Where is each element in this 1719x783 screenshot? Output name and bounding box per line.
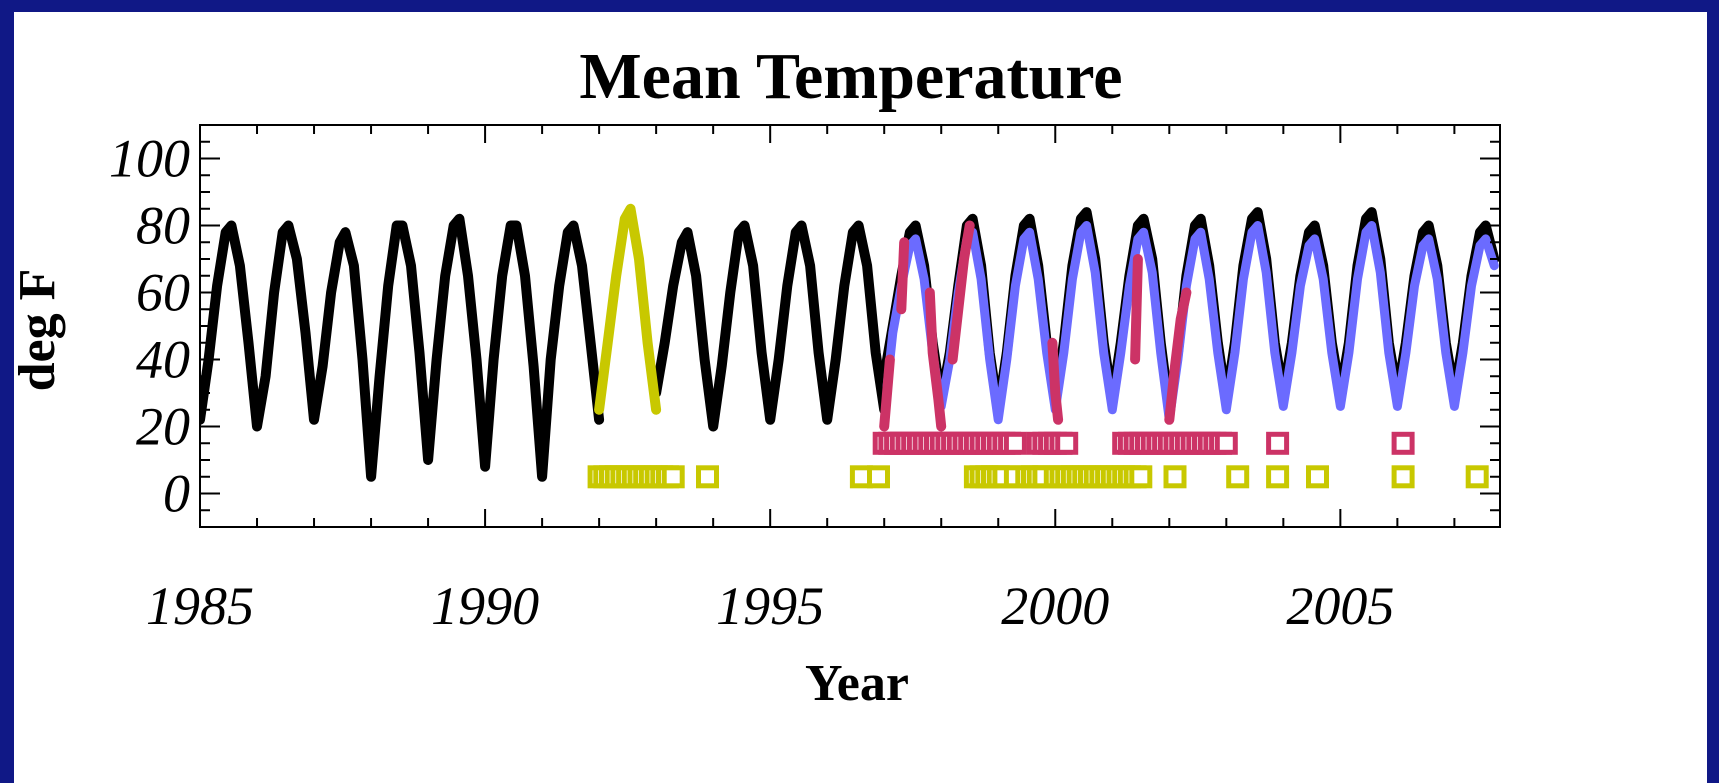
x-tick-label: 1995	[716, 576, 824, 636]
series-group	[200, 203, 1500, 489]
data-marker	[1129, 465, 1153, 489]
plot-area: 1985 1990 1995 2000 2005 0 20 40 60 80 100	[109, 124, 1501, 636]
y-axis-label: deg F	[14, 269, 66, 392]
series-line	[1130, 254, 1143, 365]
x-axis-label: Year	[805, 655, 909, 712]
data-marker	[661, 465, 685, 489]
y-tick-label: 100	[109, 129, 190, 189]
y-tick-label: 80	[136, 196, 190, 256]
data-marker	[1226, 465, 1250, 489]
x-tick-label: 1990	[431, 576, 539, 636]
x-tick-label: 1985	[146, 576, 254, 636]
chart-title: Mean Temperature	[579, 40, 1122, 113]
series-line	[200, 213, 605, 482]
data-marker	[1055, 431, 1079, 455]
series-line	[651, 220, 890, 432]
series-line	[1047, 337, 1064, 425]
data-marker	[1391, 431, 1415, 455]
series-line	[896, 237, 910, 315]
series-line	[879, 354, 895, 432]
mean-temperature-chart: Mean Temperature Year deg F 1985 1990 1995…	[14, 40, 1501, 712]
data-marker	[1266, 431, 1290, 455]
chart-panel: Mean Temperature Year deg F 1985 1990 1995…	[14, 12, 1707, 783]
data-marker	[867, 465, 890, 489]
series-line	[1164, 287, 1192, 425]
data-marker	[1163, 465, 1187, 489]
series-line	[924, 287, 947, 432]
y-tick-label: 60	[136, 263, 190, 323]
data-marker	[1214, 431, 1238, 455]
data-marker	[1266, 465, 1290, 489]
x-tick-label: 2005	[1286, 576, 1394, 636]
x-tick-label: 2000	[1001, 576, 1109, 636]
data-marker	[1003, 431, 1027, 455]
data-marker	[696, 465, 719, 489]
data-marker	[1465, 465, 1489, 489]
data-marker	[1391, 465, 1415, 489]
data-marker	[1306, 465, 1329, 489]
series-line	[882, 221, 1499, 425]
series-line	[947, 220, 975, 365]
series-line	[594, 203, 662, 415]
y-tick-label: 0	[163, 464, 190, 524]
y-tick-label: 40	[136, 330, 190, 390]
y-tick-label: 20	[136, 397, 190, 457]
